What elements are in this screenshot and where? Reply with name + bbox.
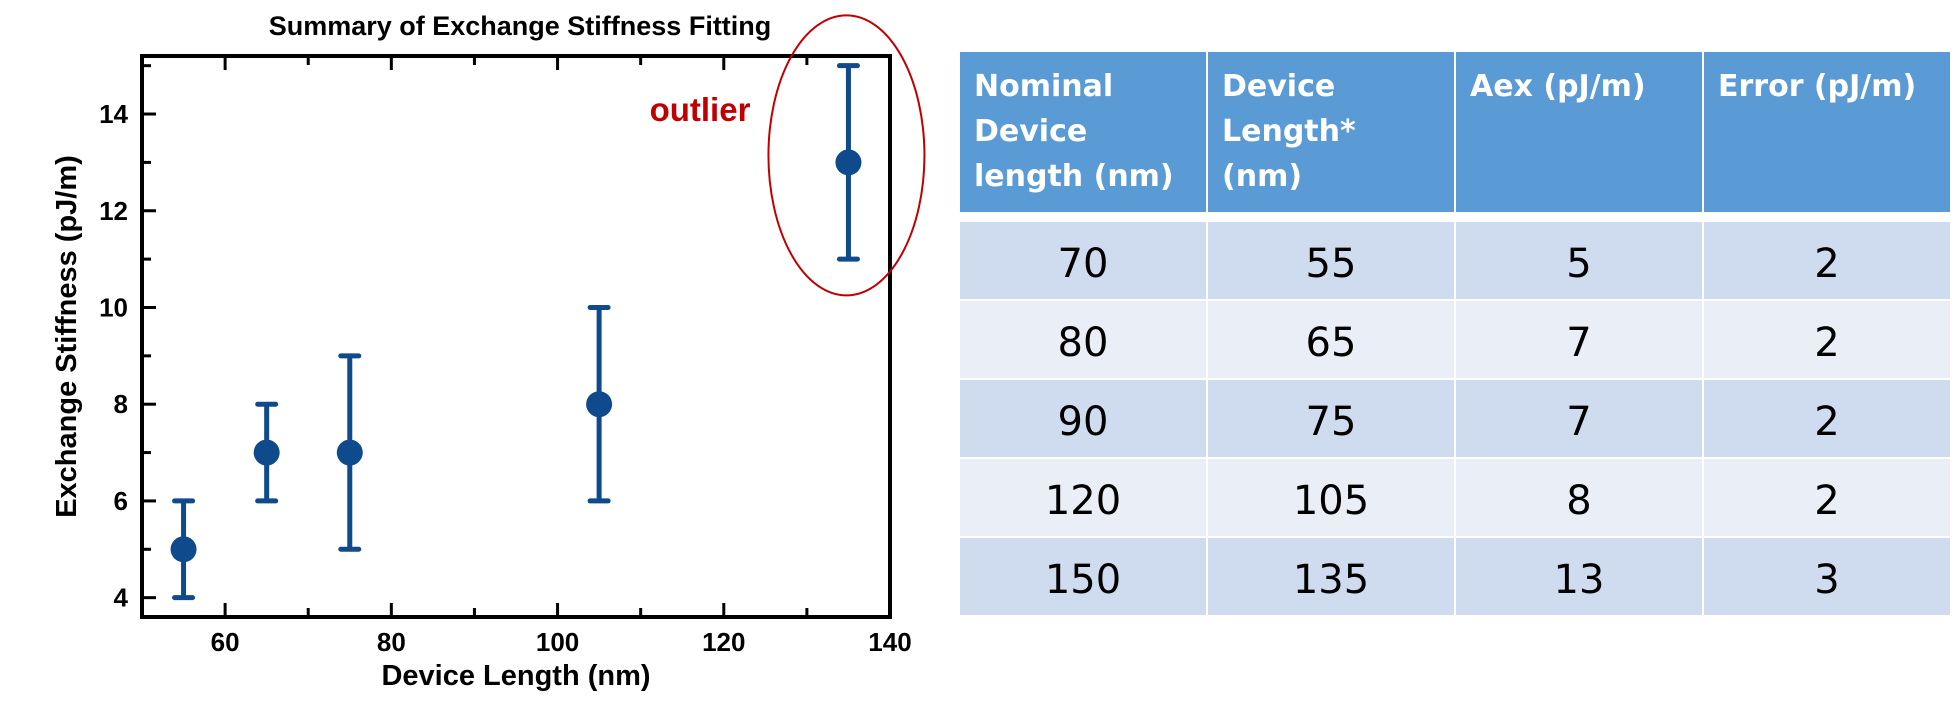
x-axis-label: Device Length (nm) (381, 660, 650, 692)
table-row: 80 65 7 2 (958, 299, 1952, 380)
outlier-ellipse (767, 14, 926, 297)
spacer-cell (958, 212, 1952, 222)
table-cell: 135 (1206, 536, 1456, 617)
table-cell: 2 (1702, 457, 1952, 538)
x-tick-label: 140 (868, 627, 911, 657)
table-cell: 90 (958, 378, 1208, 459)
table-spacer (958, 212, 1952, 222)
table-cell: 150 (958, 536, 1208, 617)
header-error: Error (pJ/m) (1702, 50, 1952, 214)
plot-frame (140, 54, 892, 619)
data-point (835, 149, 862, 176)
table-cell: 120 (958, 457, 1208, 538)
y-tick-label: 8 (114, 389, 128, 419)
x-tick-label: 120 (702, 627, 745, 657)
y-tick-label: 12 (99, 196, 128, 226)
table-cell: 65 (1206, 299, 1456, 380)
x-tick-label: 80 (377, 627, 406, 657)
data-point (336, 439, 363, 466)
table-header-row: Nominal Device length (nm) Device Length… (958, 50, 1952, 214)
y-tick-label: 4 (114, 583, 129, 613)
table-cell: 8 (1454, 457, 1704, 538)
table-cell: 7 (1454, 378, 1704, 459)
table-cell: 7 (1454, 299, 1704, 380)
y-tick-label: 6 (114, 486, 128, 516)
data-table: Nominal Device length (nm) Device Length… (958, 50, 1952, 617)
x-tick-label: 100 (536, 627, 579, 657)
y-tick-label: 10 (99, 292, 128, 322)
table-row: 150 135 13 3 (958, 536, 1952, 617)
y-tick-label: 14 (99, 99, 128, 129)
table-cell: 70 (958, 220, 1208, 301)
data-point (253, 439, 280, 466)
header-nominal-length: Nominal Device length (nm) (958, 50, 1208, 214)
table-row: 90 75 7 2 (958, 378, 1952, 459)
table-cell: 55 (1206, 220, 1456, 301)
table-cell: 5 (1454, 220, 1704, 301)
data-point (586, 391, 613, 418)
header-aex: Aex (pJ/m) (1454, 50, 1704, 214)
table-cell: 80 (958, 299, 1208, 380)
scatter-chart: 60 80 100 120 140 4 6 8 10 12 14 Summary of Exchang… (51, 11, 926, 692)
header-device-length: Device Length* (nm) (1206, 50, 1456, 214)
table-cell: 2 (1702, 299, 1952, 380)
y-axis-label: Exchange Stiffness (pJ/m) (51, 155, 83, 518)
table-cell: 2 (1702, 220, 1952, 301)
table-cell: 75 (1206, 378, 1456, 459)
table-row: 70 55 5 2 (958, 220, 1952, 301)
table-cell: 3 (1702, 536, 1952, 617)
chart-area: 60 80 100 120 140 4 6 8 10 12 14 Summary of Exchang… (0, 0, 960, 703)
table-cell: 13 (1454, 536, 1704, 617)
outlier-annotation: outlier (650, 91, 751, 128)
chart-title: Summary of Exchange Stiffness Fitting (269, 11, 772, 41)
table-cell: 105 (1206, 457, 1456, 538)
table-row: 120 105 8 2 (958, 457, 1952, 538)
table-cell: 2 (1702, 378, 1952, 459)
data-point (170, 536, 197, 563)
x-tick-label: 60 (211, 627, 240, 657)
